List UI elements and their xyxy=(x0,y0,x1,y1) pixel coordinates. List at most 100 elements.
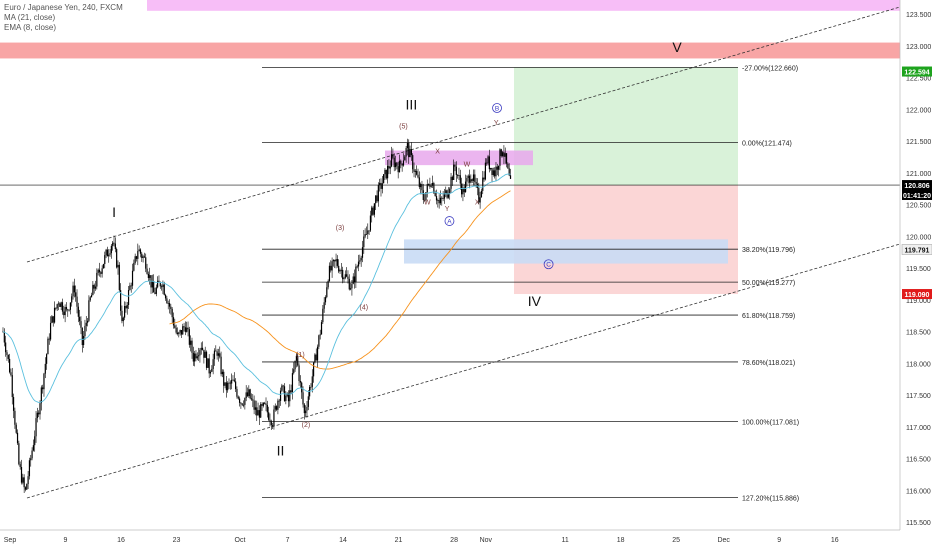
fib-label: 78.60%(118.021) xyxy=(742,360,795,367)
candle-body xyxy=(216,351,218,356)
candle-body xyxy=(509,175,512,179)
candle-body xyxy=(438,200,440,204)
candle-body xyxy=(42,387,44,390)
candle-body xyxy=(179,330,181,333)
candle-body xyxy=(330,265,332,271)
candle-body xyxy=(53,307,56,323)
candle-body xyxy=(24,487,27,490)
price-tick-label: 115.500 xyxy=(906,520,931,527)
candle-body xyxy=(377,185,379,202)
candle-body xyxy=(464,181,467,193)
candle-body xyxy=(77,306,79,317)
ma-line xyxy=(169,190,511,370)
candle-body xyxy=(277,400,279,410)
candle-body xyxy=(167,303,169,304)
candle-body xyxy=(433,183,435,194)
target-zone-box xyxy=(514,67,738,186)
candle-body xyxy=(447,193,450,198)
candle-body xyxy=(102,264,105,269)
wave-label: I xyxy=(112,204,116,220)
candle-body xyxy=(262,402,264,406)
price-tag-level xyxy=(901,244,932,255)
candle-body xyxy=(435,196,438,201)
candle-body xyxy=(430,185,432,187)
candle-body xyxy=(322,308,324,323)
candle-body xyxy=(376,195,378,202)
candle-body xyxy=(188,329,190,345)
candle-body xyxy=(116,249,118,268)
candle-body xyxy=(299,380,301,383)
candle-body xyxy=(413,169,415,172)
candle-body xyxy=(68,309,70,311)
upper-channel-line xyxy=(26,6,901,263)
candle-body xyxy=(466,178,468,182)
candle-body xyxy=(171,308,173,318)
candle-body xyxy=(67,309,69,311)
wave-label: II xyxy=(277,442,285,458)
candle-body xyxy=(454,164,456,167)
candle-body xyxy=(314,354,316,363)
candle-body xyxy=(507,163,509,169)
candle-body xyxy=(61,302,64,312)
candle-body xyxy=(198,355,200,357)
candle-body xyxy=(388,165,390,169)
time-tick-label: 28 xyxy=(450,537,458,544)
candle-body xyxy=(257,410,259,416)
candle-body xyxy=(339,270,341,272)
candle-body xyxy=(281,385,283,391)
candle-body xyxy=(478,187,480,203)
candle-body xyxy=(184,327,186,332)
candle-body xyxy=(236,389,238,397)
candle-body xyxy=(459,175,461,184)
price-tick-label: 123.000 xyxy=(906,44,931,51)
candle-body xyxy=(375,195,377,204)
candle-body xyxy=(238,398,241,403)
candle-body xyxy=(439,197,442,204)
candle-body xyxy=(434,193,436,197)
candle-body xyxy=(209,371,212,374)
candle-body xyxy=(10,372,12,376)
candle-body xyxy=(371,207,373,216)
candle-body xyxy=(129,285,131,291)
candle-body xyxy=(182,326,184,335)
candle-body xyxy=(387,165,389,179)
candle-body xyxy=(282,385,284,387)
candle-body xyxy=(290,390,292,393)
candle-body xyxy=(470,179,472,183)
candle-body xyxy=(192,352,194,362)
time-tick-label: 23 xyxy=(173,537,181,544)
candle-body xyxy=(196,356,198,359)
candle-body xyxy=(302,392,304,405)
candle-body xyxy=(410,149,412,156)
candle-body xyxy=(495,166,497,177)
candle-body xyxy=(94,286,97,289)
price-tag-label: 122.594 xyxy=(904,70,929,77)
sub-wave-label: Y xyxy=(494,120,499,127)
candle-body xyxy=(153,281,155,293)
candle-body xyxy=(35,418,37,437)
candle-body xyxy=(462,187,464,195)
candle-body xyxy=(318,335,320,347)
price-tick-label: 119.000 xyxy=(906,298,931,305)
candle-body xyxy=(287,393,290,402)
candle-body xyxy=(154,292,156,294)
candle-body xyxy=(224,382,226,386)
candle-body xyxy=(450,176,452,189)
candle-body xyxy=(421,183,423,191)
candle-body xyxy=(254,407,257,410)
candle-body xyxy=(80,321,82,328)
price-tick-label: 120.000 xyxy=(906,234,931,241)
candle-body xyxy=(176,332,179,334)
ema-legend: EMA (8, close) xyxy=(4,23,57,32)
price-tick-label: 121.000 xyxy=(906,171,931,178)
price-tick-label: 117.000 xyxy=(906,425,931,432)
candle-body xyxy=(487,156,489,164)
candle-body xyxy=(486,162,488,164)
candle-body xyxy=(298,365,300,381)
candle-body xyxy=(235,381,237,390)
ma-legend: MA (21, close) xyxy=(4,13,56,22)
candle-body xyxy=(437,200,439,201)
candle-body xyxy=(340,269,342,271)
lower-channel-line xyxy=(26,243,901,499)
